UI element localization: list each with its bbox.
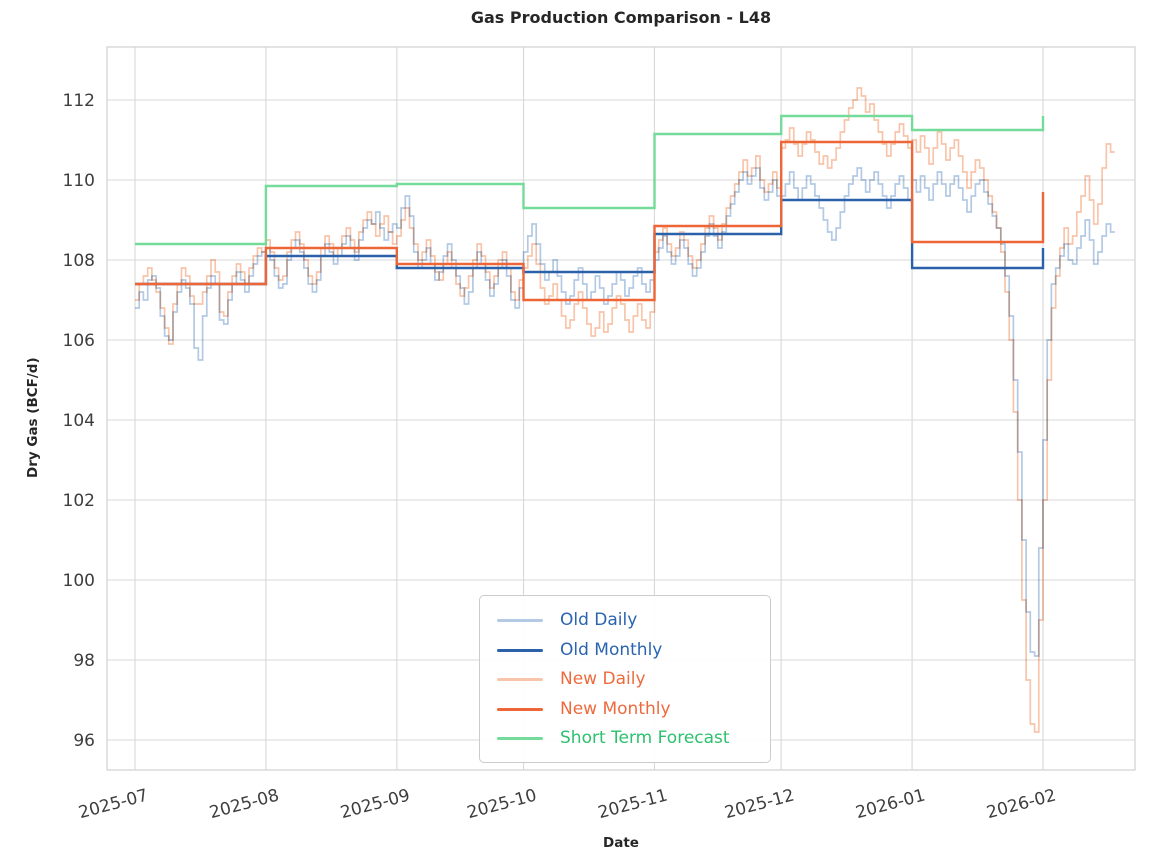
legend-item-new-daily: New Daily (480, 665, 770, 695)
x-tick-labels: 2025-07 2025-08 2025-09 2025-10 2025-11 2025-… (77, 786, 1059, 824)
gridlines (107, 47, 1135, 770)
legend-line-new-daily-icon (497, 678, 543, 682)
y-tick-label: 96 (73, 731, 95, 751)
y-tick-label: 110 (63, 171, 95, 191)
y-tick-label: 112 (63, 91, 95, 111)
x-tick-label: 2025-11 (596, 786, 670, 824)
x-tick-label: 2025-10 (465, 786, 539, 824)
legend-item-new-monthly: New Monthly (480, 695, 770, 725)
series-line-short-term-forecast (135, 114, 1045, 246)
y-tick-label: 98 (73, 651, 95, 671)
legend-item-old-monthly: Old Monthly (480, 636, 770, 666)
y-tick-label: 102 (63, 491, 95, 511)
x-tick-label: 2025-07 (77, 786, 151, 824)
x-tick-label: 2026-01 (854, 786, 928, 824)
legend-line-old-daily-icon (497, 619, 543, 623)
legend-item-old-daily: Old Daily (480, 606, 770, 636)
legend-label: New Daily (560, 669, 646, 690)
x-tick-label: 2025-09 (338, 786, 412, 824)
series-line-new-monthly (135, 140, 1045, 302)
y-tick-labels: 96 98 100 102 104 106 108 110 112 (63, 91, 95, 751)
legend-label: Short Term Forecast (560, 728, 730, 749)
y-tick-label: 100 (63, 571, 95, 591)
chart-title: Gas Production Comparison - L48 (470, 8, 772, 27)
y-tick-label: 108 (63, 251, 95, 271)
series-line-old-monthly (135, 198, 1045, 286)
y-axis-label: Dry Gas (BCF/d) (25, 357, 41, 478)
plot-border (106, 46, 1136, 771)
x-axis-label: Date (603, 835, 639, 851)
y-tick-label: 104 (63, 411, 95, 431)
y-tick-label: 106 (63, 331, 95, 351)
legend-label: Old Monthly (560, 639, 663, 660)
legend-line-old-monthly-icon (497, 648, 543, 652)
legend: Old Daily Old Monthly New Daily New Mont… (479, 595, 771, 763)
legend-label: New Monthly (560, 698, 671, 719)
x-tick-label: 2026-02 (985, 786, 1059, 824)
legend-line-new-monthly-icon (497, 707, 543, 711)
legend-label: Old Daily (560, 610, 638, 631)
series-line-new-daily (135, 87, 1115, 733)
legend-item-short-term-forecast: Short Term Forecast (480, 724, 770, 754)
x-tick-label: 2025-12 (723, 786, 797, 824)
x-tick-label: 2025-08 (207, 786, 281, 824)
legend-line-short-term-forecast-icon (497, 737, 543, 741)
